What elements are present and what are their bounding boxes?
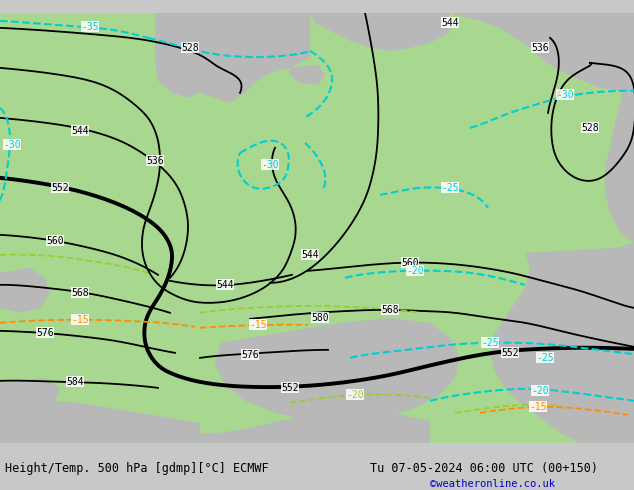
Text: 576: 576 bbox=[241, 350, 259, 360]
Text: Tu 07-05-2024 06:00 UTC (00+150): Tu 07-05-2024 06:00 UTC (00+150) bbox=[370, 462, 598, 475]
Polygon shape bbox=[0, 378, 60, 418]
Text: 552: 552 bbox=[281, 383, 299, 393]
Text: -25: -25 bbox=[536, 353, 554, 363]
Text: -30: -30 bbox=[556, 90, 574, 100]
Text: 528: 528 bbox=[581, 123, 598, 133]
Polygon shape bbox=[450, 13, 634, 93]
Text: 544: 544 bbox=[216, 280, 234, 290]
Text: 544: 544 bbox=[441, 18, 459, 28]
Text: 544: 544 bbox=[301, 250, 319, 260]
Text: 568: 568 bbox=[71, 288, 89, 298]
Text: -25: -25 bbox=[481, 338, 499, 348]
Text: 576: 576 bbox=[36, 328, 54, 338]
Text: -20: -20 bbox=[346, 390, 364, 400]
Text: -35: -35 bbox=[81, 22, 99, 32]
Text: -25: -25 bbox=[441, 183, 459, 193]
Polygon shape bbox=[155, 13, 310, 103]
Text: -30: -30 bbox=[261, 160, 279, 170]
Text: 536: 536 bbox=[531, 43, 549, 53]
Text: 552: 552 bbox=[51, 183, 69, 193]
Text: -15: -15 bbox=[71, 315, 89, 325]
Polygon shape bbox=[155, 58, 210, 98]
Text: 536: 536 bbox=[146, 156, 164, 166]
Text: 584: 584 bbox=[66, 377, 84, 387]
Text: 552: 552 bbox=[501, 348, 519, 358]
Text: 580: 580 bbox=[311, 313, 329, 323]
Text: ©weatheronline.co.uk: ©weatheronline.co.uk bbox=[430, 479, 555, 489]
Text: -30: -30 bbox=[3, 140, 21, 150]
Polygon shape bbox=[215, 65, 250, 88]
Polygon shape bbox=[605, 13, 634, 243]
Text: 568: 568 bbox=[381, 305, 399, 315]
Text: 544: 544 bbox=[71, 126, 89, 136]
Polygon shape bbox=[215, 318, 460, 423]
Text: -20: -20 bbox=[531, 386, 549, 396]
Text: -20: -20 bbox=[406, 266, 424, 276]
Polygon shape bbox=[0, 401, 200, 443]
Text: 560: 560 bbox=[46, 236, 64, 246]
Polygon shape bbox=[0, 268, 50, 313]
Polygon shape bbox=[200, 413, 430, 443]
Text: -15: -15 bbox=[529, 402, 547, 412]
Polygon shape bbox=[290, 65, 325, 85]
Polygon shape bbox=[310, 13, 450, 51]
Text: -15: -15 bbox=[249, 320, 267, 330]
Text: 528: 528 bbox=[181, 43, 199, 53]
Text: 560: 560 bbox=[401, 258, 419, 268]
Polygon shape bbox=[490, 243, 634, 443]
Text: Height/Temp. 500 hPa [gdmp][°C] ECMWF: Height/Temp. 500 hPa [gdmp][°C] ECMWF bbox=[5, 462, 269, 475]
